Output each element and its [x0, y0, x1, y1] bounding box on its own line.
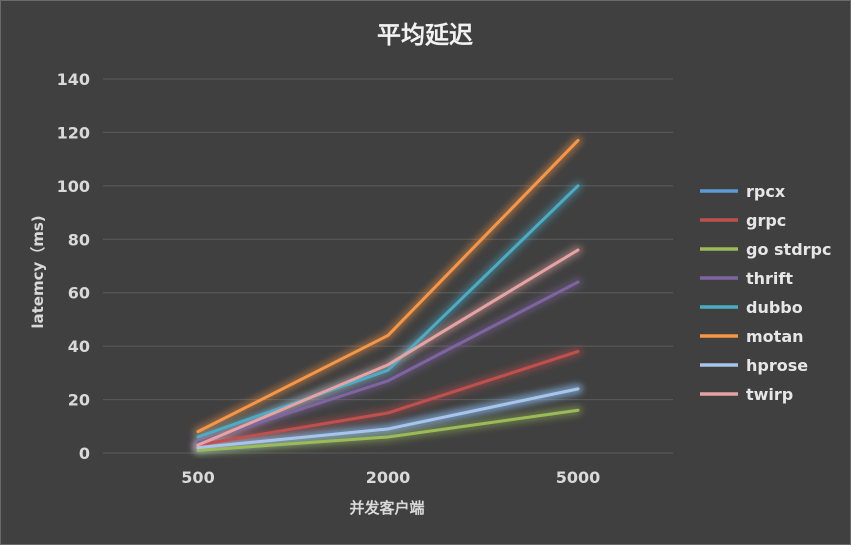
legend-label: hprose	[746, 356, 808, 375]
y-tick-label: 80	[68, 230, 90, 249]
legend-item: grpc	[700, 211, 786, 230]
y-tick-label: 40	[68, 337, 90, 356]
legend-item: hprose	[700, 356, 808, 375]
legend-label: motan	[746, 327, 804, 346]
x-tick-labels: 500 2000 5000	[181, 468, 600, 487]
series-line-hprose	[196, 387, 580, 450]
y-tick-label: 20	[68, 391, 90, 410]
legend-item: rpcx	[700, 182, 786, 201]
chart-title: 平均延迟	[377, 21, 473, 49]
grid-layer	[103, 78, 673, 454]
series-line-twirp	[196, 248, 580, 447]
y-tick-labels: 0 20 40 60 80 100 120 140	[57, 70, 90, 463]
x-tick-label: 2000	[366, 468, 411, 487]
legend-label: grpc	[746, 211, 786, 230]
legend-label: thrift	[746, 269, 793, 288]
legend-label: dubbo	[746, 298, 803, 317]
legend: rpcx grpc go stdrpc thrift dubbo motan hprose t…	[700, 182, 831, 404]
legend-label: go stdrpc	[746, 240, 831, 259]
legend-item: go stdrpc	[700, 240, 831, 259]
legend-item: dubbo	[700, 298, 803, 317]
x-tick-label: 500	[181, 468, 214, 487]
y-tick-label: 0	[79, 444, 90, 463]
y-tick-label: 140	[57, 70, 90, 89]
legend-label: rpcx	[746, 182, 786, 201]
y-tick-label: 120	[57, 123, 90, 142]
series-line-motan	[196, 138, 580, 434]
y-tick-label: 60	[68, 284, 90, 303]
legend-item: thrift	[700, 269, 793, 288]
y-tick-label: 100	[57, 177, 90, 196]
line-layer	[196, 138, 580, 452]
series-line-dubbo	[196, 184, 580, 439]
legend-item: motan	[700, 327, 804, 346]
x-tick-label: 5000	[556, 468, 601, 487]
series-line-go-stdrpc	[196, 408, 580, 452]
legend-label: twirp	[746, 385, 793, 404]
series-line-grpc	[196, 349, 580, 447]
x-axis-title: 并发客户端	[349, 499, 424, 517]
legend-item: twirp	[700, 385, 793, 404]
y-axis-title: latemcy（ms)	[29, 215, 47, 328]
series-line-thrift	[196, 280, 580, 444]
